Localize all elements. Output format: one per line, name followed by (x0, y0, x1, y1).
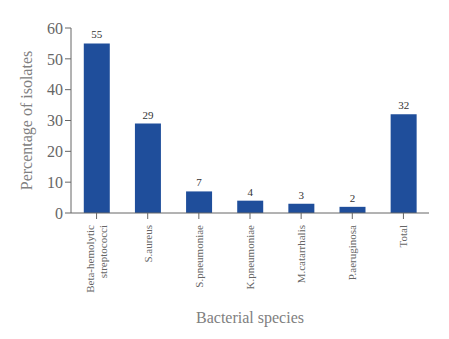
svg-text:2: 2 (350, 192, 356, 204)
svg-text:S.pneumoniae: S.pneumoniae (193, 225, 205, 288)
svg-text:4: 4 (247, 186, 253, 198)
svg-text:7: 7 (196, 176, 202, 188)
svg-text:Bacterial species: Bacterial species (196, 309, 304, 327)
svg-text:32: 32 (398, 99, 409, 111)
svg-text:29: 29 (142, 109, 154, 121)
svg-text:0: 0 (55, 205, 63, 222)
svg-text:30: 30 (47, 112, 63, 129)
svg-text:K.pneumoniae: K.pneumoniae (244, 225, 256, 290)
svg-text:40: 40 (47, 81, 63, 98)
svg-text:3: 3 (299, 189, 305, 201)
svg-text:P.aeruginosa: P.aeruginosa (346, 225, 358, 280)
svg-text:S.aureus: S.aureus (142, 225, 154, 263)
svg-text:Total: Total (397, 225, 409, 247)
svg-text:10: 10 (47, 174, 63, 191)
svg-text:Beta-hemolyticstreptococci: Beta-hemolyticstreptococci (84, 225, 109, 293)
svg-text:60: 60 (47, 20, 63, 37)
svg-text:55: 55 (91, 28, 103, 40)
svg-text:20: 20 (47, 143, 63, 160)
svg-text:50: 50 (47, 51, 63, 68)
svg-text:Percentage of isolates: Percentage of isolates (18, 51, 36, 191)
svg-text:M.catarrhalis: M.catarrhalis (295, 225, 307, 283)
